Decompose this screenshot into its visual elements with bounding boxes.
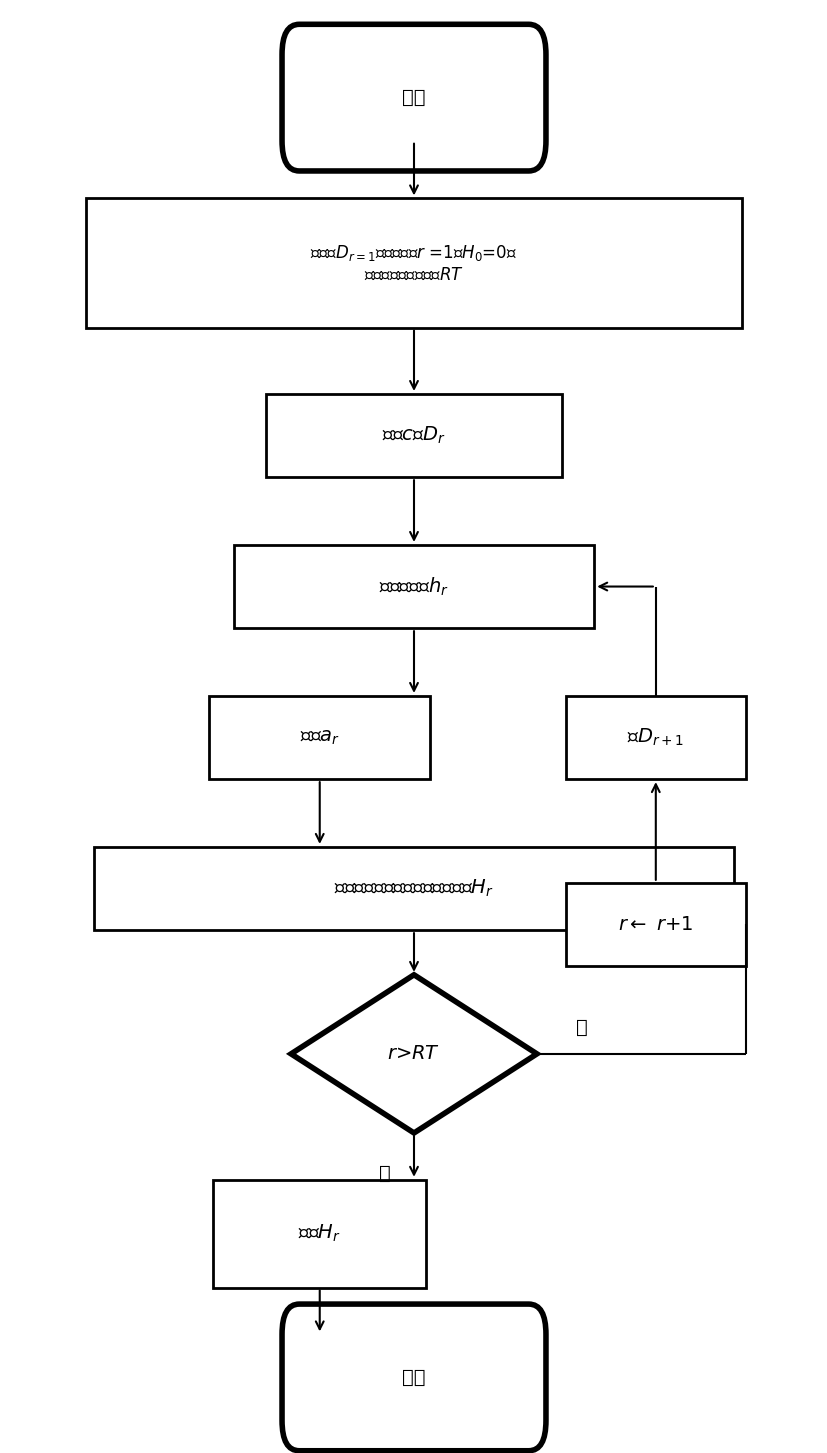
Text: 计算$a_r$: 计算$a_r$ [299, 728, 339, 747]
Bar [565, 883, 745, 966]
Bar [209, 696, 430, 779]
Text: $r\leftarrow$ $r$+1: $r\leftarrow$ $r$+1 [618, 915, 692, 934]
Text: $r$>$RT$: $r$>$RT$ [387, 1045, 440, 1064]
Text: 输出$H_r$: 输出$H_r$ [298, 1223, 341, 1244]
FancyBboxPatch shape [282, 1305, 545, 1450]
Text: 开始: 开始 [402, 89, 425, 108]
Text: 初始化$D_{r=1}$，迭代次数$r$ =1，$H_0$=0，
设置最大迭代次数为$RT$: 初始化$D_{r=1}$，迭代次数$r$ =1，$H_0$=0， 设置最大迭代次… [310, 243, 517, 283]
Text: 计算各个场站排序目标函数的值$H_r$: 计算各个场站排序目标函数的值$H_r$ [333, 878, 494, 899]
Text: 求最优特征$h_r$: 求最优特征$h_r$ [379, 575, 448, 597]
Bar [233, 545, 594, 628]
Bar [266, 394, 561, 477]
Text: 计算$c$和$D_r$: 计算$c$和$D_r$ [381, 424, 446, 446]
Bar [213, 1180, 426, 1287]
Bar [86, 198, 741, 328]
Text: 求$D_{r+1}$: 求$D_{r+1}$ [627, 726, 683, 748]
Text: 否: 否 [576, 1017, 587, 1036]
Text: 结束: 结束 [402, 1367, 425, 1388]
Bar [94, 847, 733, 930]
Text: 是: 是 [379, 1164, 390, 1183]
Polygon shape [291, 975, 536, 1133]
FancyBboxPatch shape [282, 25, 545, 171]
Bar [565, 696, 745, 779]
